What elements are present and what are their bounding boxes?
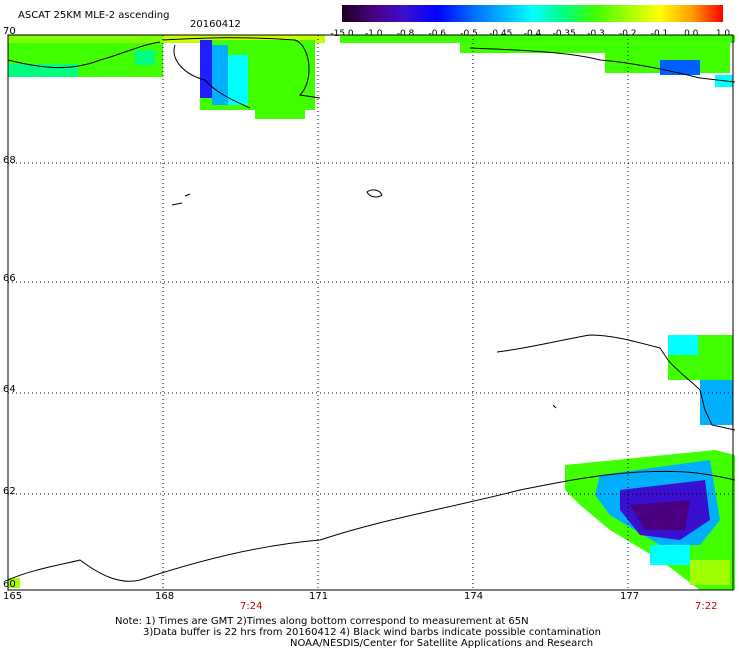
time-label-right: 7:22: [695, 601, 718, 612]
colorbar-label: -0.8: [397, 29, 415, 39]
map-frame: [7, 34, 734, 591]
map-date: 20160412: [190, 19, 241, 30]
colorbar: -15.0 -1.0 -0.8 -0.6 -0.5 -0.45 -0.4 -0.35 -0.3 -…: [330, 5, 730, 39]
colorbar-label: -1.0: [365, 29, 383, 39]
lat-lon-grid: [8, 35, 733, 590]
lon-label-171: 171: [309, 591, 329, 602]
lon-label-168: 168: [155, 591, 175, 602]
colorbar-label: -0.45: [489, 29, 512, 39]
colorbar-label: 1.0: [716, 29, 731, 39]
coastline-topleft: [7, 41, 161, 68]
footer-note-line1: Note: 1) Times are GMT 2)Times along bot…: [115, 616, 529, 627]
colorbar-label: -0.1: [651, 29, 669, 39]
colorbar-label: -0.35: [553, 29, 576, 39]
coastline-topright: [469, 47, 736, 83]
swath-topcenter-edge: [163, 35, 325, 43]
lat-label-64: 64: [3, 384, 16, 395]
coastlines: [7, 37, 736, 582]
lat-label-60: 60: [3, 579, 16, 590]
lon-label-165: 165: [3, 591, 23, 602]
map-title: ASCAT 25KM MLE-2 ascending: [18, 10, 170, 21]
colorbar-label: -0.3: [587, 29, 605, 39]
colorbar-label: -0.5: [460, 29, 478, 39]
coastline-bottom: [7, 470, 736, 582]
colorbar-label: 0.0: [684, 29, 699, 39]
colorbar-label: -0.2: [619, 29, 637, 39]
colorbar-label: -0.4: [524, 29, 542, 39]
lon-label-174: 174: [464, 591, 484, 602]
colorbar-label: -0.6: [428, 29, 446, 39]
colorbar-gradient: [342, 5, 723, 22]
footer-credit: NOAA/NESDIS/Center for Satellite Applica…: [290, 638, 594, 649]
coastline-seward: [496, 334, 736, 431]
coastline-topcenter: [162, 37, 321, 109]
swath-topleft-edge: [8, 35, 163, 43]
swath-bottomright-cell: [650, 545, 690, 565]
footer-note-line2: 3)Data buffer is 22 hrs from 20160412 4)…: [143, 627, 601, 638]
island-tiny: [552, 404, 557, 409]
swath-topright-cell: [460, 43, 605, 53]
island-small: [171, 193, 191, 206]
colorbar-labels: -15.0 -1.0 -0.8 -0.6 -0.5 -0.45 -0.4 -0.35 -0.3 -…: [330, 29, 730, 39]
swath-bottomleft: [8, 578, 20, 588]
swath-bottomright-cell: [690, 560, 730, 585]
lat-label-70: 70: [3, 26, 16, 37]
swath-topcenter-cell: [255, 105, 305, 119]
lon-label-177: 177: [620, 591, 640, 602]
colorbar-label: -15.0: [330, 29, 354, 39]
swath-topleft-cell: [8, 64, 78, 77]
swath-rightmid-cell: [700, 380, 733, 425]
swath-topright: [340, 35, 735, 43]
swath-topleft-cell: [135, 50, 155, 65]
swath-bottomright-lowcell: [630, 500, 690, 530]
lat-label-68: 68: [3, 155, 16, 166]
swath-rightmid-cell: [668, 335, 698, 355]
swath-topcenter-cell: [228, 55, 248, 105]
lat-label-66: 66: [3, 273, 16, 284]
lat-label-62: 62: [3, 486, 16, 497]
wind-data-swaths: [8, 35, 735, 590]
time-label-left: 7:24: [240, 601, 263, 612]
island-stlawrence: [366, 189, 383, 198]
swath-topcenter-lowcell: [200, 40, 212, 98]
